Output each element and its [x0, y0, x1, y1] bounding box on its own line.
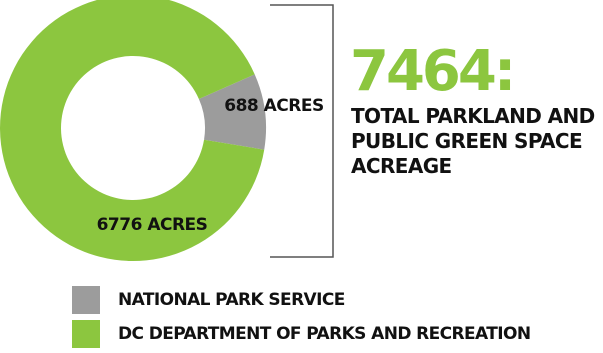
- legend-label: NATIONAL PARK SERVICE: [118, 290, 345, 310]
- legend-swatch-green: [72, 320, 100, 348]
- slice-dc-parks-recreation: [0, 0, 265, 261]
- legend-item-national-park-service: NATIONAL PARK SERVICE: [72, 285, 530, 315]
- legend-item-dc-parks-recreation: DC DEPARTMENT OF PARKS AND RECREATION: [72, 319, 531, 349]
- slice-national-park-service: [198, 74, 266, 150]
- legend-swatch-gray: [72, 286, 100, 314]
- donut-slices: [0, 0, 266, 261]
- slice-label-dc-parks-recreation: 6776 ACRES: [97, 215, 208, 235]
- total-bracket: [270, 4, 334, 258]
- legend: NATIONAL PARK SERVICE DC DEPARTMENT OF P…: [72, 285, 531, 353]
- slice-label-national-park-service: 688 ACRES: [224, 96, 323, 116]
- total-acreage-caption: TOTAL PARKLAND AND PUBLIC GREEN SPACE AC…: [351, 104, 595, 178]
- legend-label: DC DEPARTMENT OF PARKS AND RECREATION: [118, 324, 531, 344]
- total-acreage-value: 7464:: [350, 39, 516, 104]
